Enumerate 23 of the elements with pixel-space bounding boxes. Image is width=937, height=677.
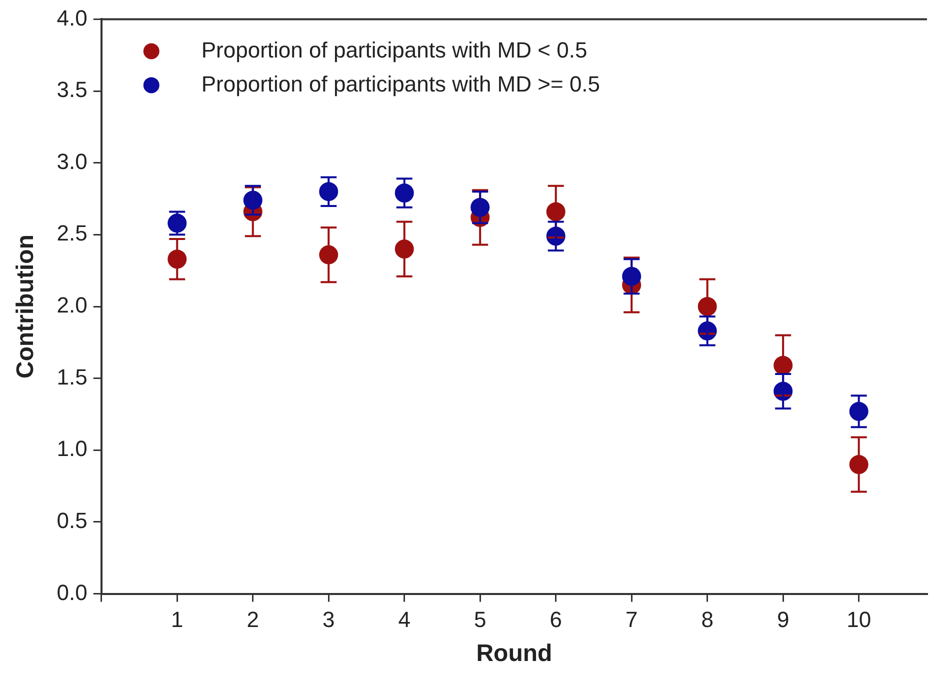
- x-axis-title: Round: [476, 640, 552, 668]
- legend-label: Proportion of participants with MD < 0.5: [201, 37, 588, 62]
- y-tick-label: 1.5: [56, 364, 88, 390]
- x-tick-label: 3: [322, 607, 335, 632]
- x-tick-label: 8: [701, 607, 714, 632]
- legend-label: Proportion of participants with MD >= 0.5: [201, 71, 600, 96]
- y-tick-label: 3.5: [56, 77, 88, 102]
- x-tick-label: 10: [846, 607, 872, 632]
- y-tick-label: 4.0: [56, 5, 88, 30]
- y-axis-title: Contribution: [12, 234, 40, 378]
- x-tick-label: 2: [246, 607, 259, 632]
- y-tick-label: 2.0: [56, 292, 88, 318]
- x-tick-label: 5: [474, 607, 486, 632]
- y-tick-label: 1.0: [56, 436, 88, 462]
- x-tick-label: 6: [550, 607, 562, 632]
- x-tick-label: 7: [625, 607, 638, 632]
- x-tick-label: 4: [398, 607, 410, 632]
- y-tick-label: 3.0: [56, 148, 88, 174]
- x-tick-label: 9: [776, 607, 790, 632]
- y-tick-label: 2.5: [56, 220, 88, 246]
- x-tick-label: 1: [171, 607, 184, 632]
- y-tick-label: 0.5: [56, 508, 88, 534]
- y-tick-label: 0.0: [56, 580, 88, 605]
